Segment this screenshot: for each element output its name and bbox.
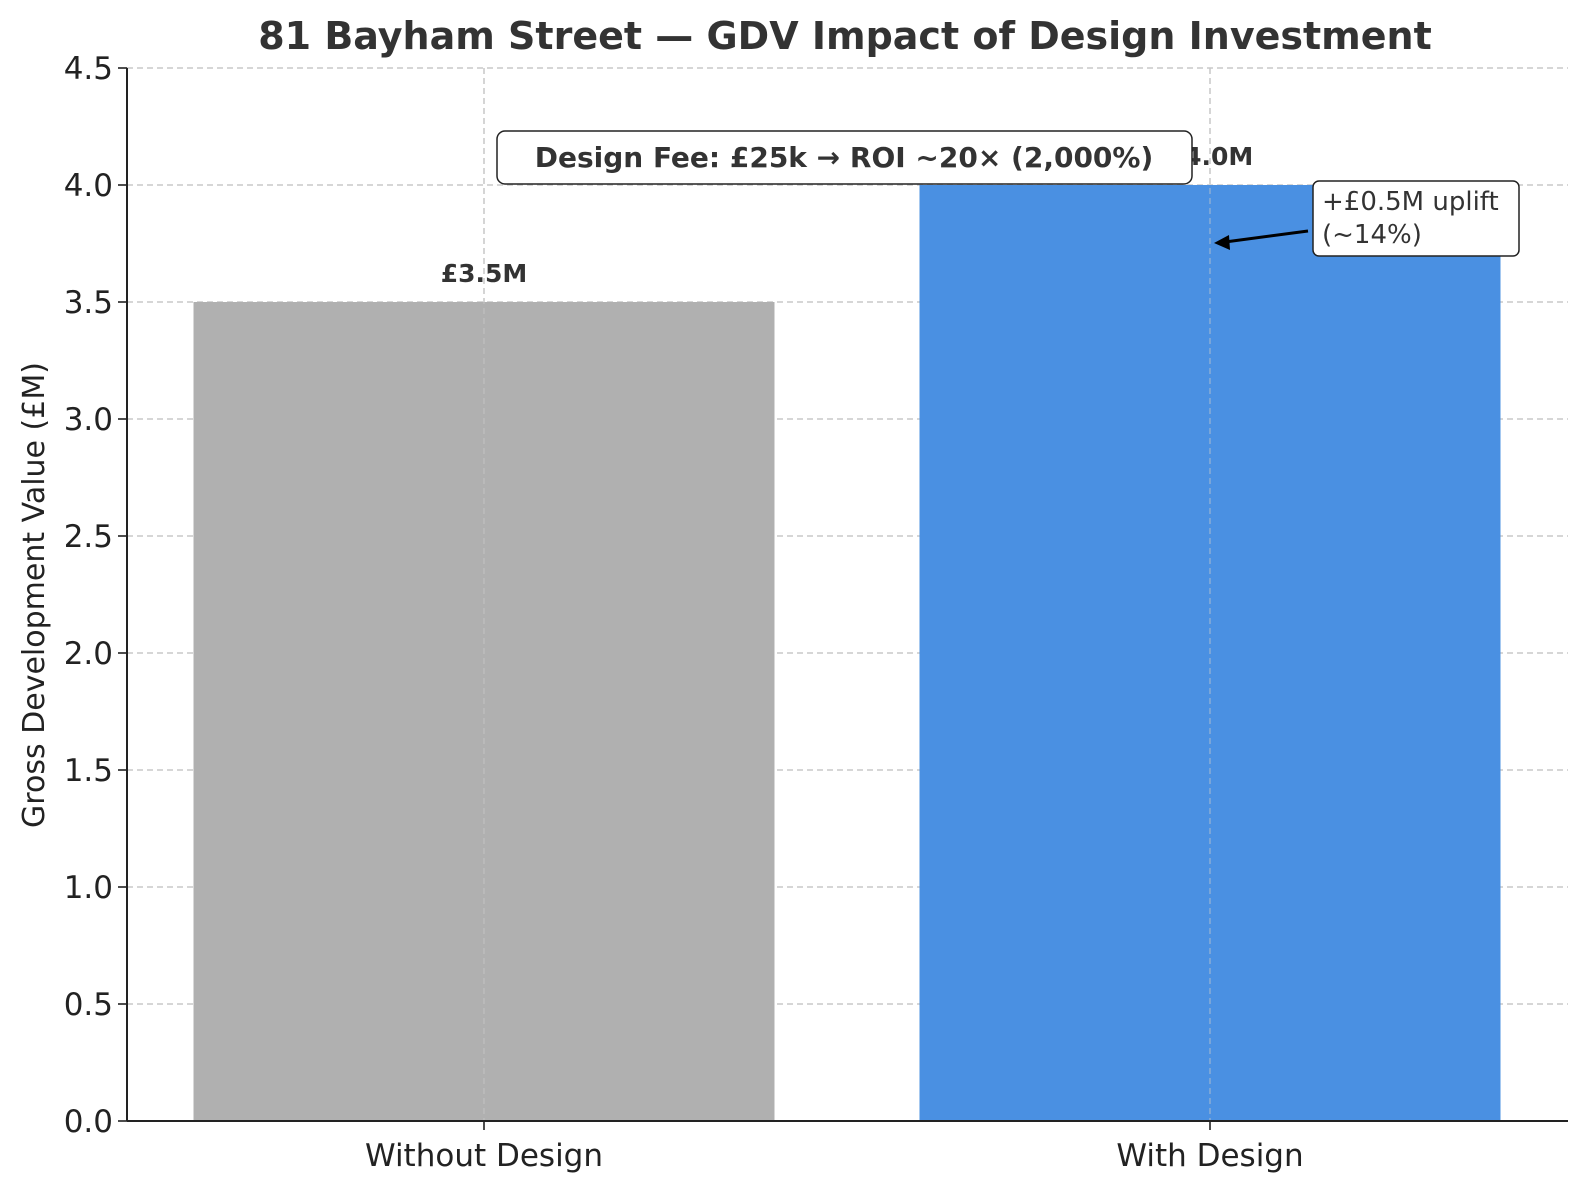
y-tick-label: 4.0 [64, 168, 113, 204]
y-tick-label: 1.5 [64, 753, 113, 789]
uplift-annotation: +£0.5M uplift (~14%) [1214, 180, 1520, 257]
y-axis-label: Gross Development Value (£M) [17, 362, 52, 828]
y-tick-label: 3.0 [64, 402, 113, 438]
x-tick-label: Without Design [365, 1138, 603, 1174]
roi-annotation-text: Design Fee: £25k → ROI ~20× (2,000%) [535, 141, 1154, 174]
uplift-annotation-line1: +£0.5M uplift [1322, 187, 1499, 217]
uplift-arrow-head [1214, 235, 1230, 250]
y-tick-label: 4.5 [64, 51, 113, 87]
y-tick-label: 2.5 [64, 519, 113, 555]
x-tick-label: With Design [1116, 1138, 1303, 1174]
y-tick-label: 0.0 [64, 1104, 113, 1140]
y-tick-label: 3.5 [64, 285, 113, 321]
uplift-annotation-box [1312, 180, 1520, 257]
chart-title: 81 Bayham Street — GDV Impact of Design … [258, 14, 1432, 58]
bar-value-label: £3.5M [441, 259, 528, 288]
uplift-annotation-line2: (~14%) [1322, 220, 1422, 250]
y-tick-label: 0.5 [64, 987, 113, 1023]
axes: 0.0 0.5 1.0 1.5 2.0 2.5 3.0 3.5 4.0 4.5 Without De… [64, 51, 1568, 1174]
uplift-arrow [1224, 229, 1309, 244]
roi-annotation-box [496, 130, 1193, 185]
y-tick-label: 2.0 [64, 636, 113, 672]
y-tick-label: 1.0 [64, 870, 113, 906]
roi-annotation: Design Fee: £25k → ROI ~20× (2,000%) [496, 130, 1193, 185]
